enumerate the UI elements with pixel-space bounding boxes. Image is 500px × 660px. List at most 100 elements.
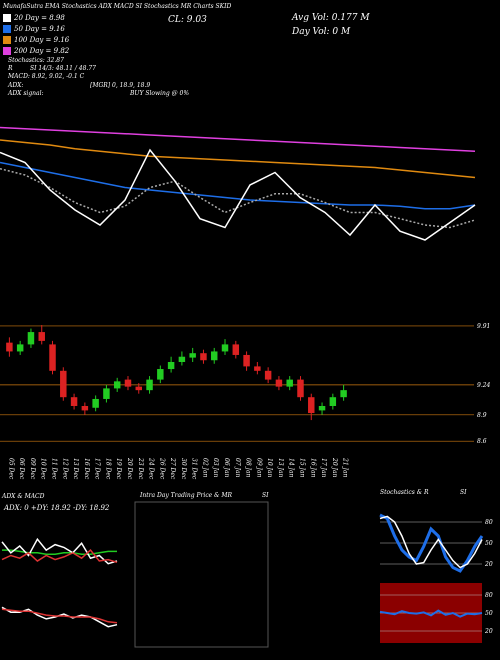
x-tick-label: 23 Dec [137,457,144,480]
x-tick-label: 17 Dec [94,458,101,480]
y-tick-label: 20 [484,561,493,568]
legend-swatch [3,14,11,22]
x-tick-label: 12 Dec [61,458,68,480]
x-tick-label: 16 Jan [309,458,316,478]
top-line: MunafaSutra EMA Stochastics ADX MACD SI … [2,3,231,10]
legend-swatch [3,36,11,44]
candle-body [221,344,229,352]
x-tick-label: 13 Jan [277,458,284,478]
y-tick-label: 50 [485,610,493,617]
x-tick-label: 10 Jan [266,458,273,478]
candle-body [92,398,99,408]
close-price: CL: 9.03 [168,15,207,25]
x-tick-label: 05 Dec [7,458,14,480]
adx-values: [MGR] 0, 18.9, 18.9 [90,82,150,89]
x-tick-label: 13 Dec [72,458,79,480]
candle-body [38,332,45,341]
legend-entry: 200 Day = 9.82 [13,47,70,55]
candle-body [49,344,56,371]
candle-body [81,406,89,411]
candle-body [103,388,110,399]
stochastics-text: Stochastics: 32.87 [8,57,64,64]
candle-body [60,370,67,398]
candle-body [286,379,293,387]
x-tick-label: 17 Jan [320,458,327,478]
candle-body [157,369,164,380]
intraday-panel [134,501,269,648]
candle-body [211,351,218,361]
day-volume: Day Vol: 0 M [291,27,351,37]
x-tick-label: 06 Dec [18,458,25,480]
series-line [0,139,476,179]
series-line [1,606,118,628]
signal-text: BUY Slowing @ 0% [129,90,189,97]
candle-body [308,397,315,414]
series-line [1,608,118,624]
y-tick-label: 20 [484,628,493,635]
series-line [379,515,483,569]
candle-body [297,379,304,398]
candle-body [264,370,272,380]
x-tick-label: 31 Dec [191,458,198,480]
panel-title: Stochastics & R [380,489,429,496]
series-line [1,549,118,564]
intraday-title: Intra Day Trading Price & MR [139,492,233,499]
x-tick-label: 03 Jan [212,458,219,478]
series-line [379,513,484,573]
candle-body [16,344,24,352]
candle-body [243,354,250,367]
candle-body [113,381,121,389]
candle-body [200,353,207,361]
x-tick-label: 07 Jan [234,458,241,478]
candle-body [146,379,153,391]
legend-entry: 50 Day = 9.16 [14,25,65,33]
series-line [379,609,483,618]
x-tick-label: 11 Dec [51,458,58,480]
series-line [0,148,476,241]
y-tick-label: 80 [485,592,493,599]
x-tick-label: 02 Jan [201,458,208,478]
x-tick-label: 19 Dec [115,458,122,480]
y-tick-label: 8.9 [477,412,487,419]
x-tick-label: 09 Jan [255,458,262,478]
panel-title: ADX & MACD [1,493,45,500]
candle-body [232,344,240,355]
candle-body [124,379,132,387]
x-tick-label: 21 Jan [342,457,349,478]
y-tick-label: 50 [485,540,493,547]
legend-entry: 20 Day = 8.98 [13,14,65,22]
candle-body [329,397,337,406]
x-tick-label: 20 Jan [331,457,338,478]
candle-body [189,353,196,358]
legend-swatch [3,47,11,55]
x-tick-label: 10 Dec [40,458,47,480]
x-tick-label: 20 Dec [126,457,133,480]
candle-body [318,406,326,411]
x-tick-label: 26 Dec [158,457,165,480]
series-line [0,126,476,153]
y-tick-label: 80 [485,519,493,526]
y-tick-label: 9.91 [477,323,490,330]
candle-body [135,386,142,391]
x-tick-label: 16 Dec [83,458,90,480]
y-tick-label: 8.6 [477,438,487,445]
x-tick-label: 14 Jan [288,458,295,478]
candle-body [178,356,186,362]
panel-annotation: ADX: 0 +DY: 18.92 -DY: 18.92 [3,504,110,512]
x-tick-label: 18 Dec [104,458,111,480]
candle-body [70,397,78,406]
avg-volume: Avg Vol: 0.177 M [291,13,370,23]
x-tick-label: 09 Dec [29,458,36,480]
adx-signal-label: ADX signal: [7,90,44,97]
candle-body [27,332,35,345]
rsi-text: SI 14/3: 48.11 / 48.77 [30,65,96,72]
candle-body [275,379,283,387]
panel-subtitle: SI [460,489,467,496]
candle-body [254,366,261,371]
candle-body [340,390,347,398]
macd-text: MACD: 8.92, 9.02, -0.1 C [7,73,85,80]
x-tick-label: 08 Jan [245,458,252,478]
x-tick-label: 06 Jan [223,458,230,478]
series-line [1,537,118,565]
